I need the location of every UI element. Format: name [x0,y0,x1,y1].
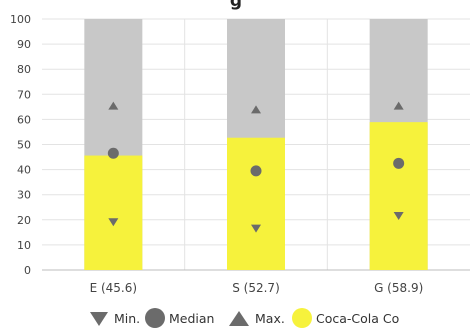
legend-min-label: Min. [114,311,140,326]
legend-max-icon [229,311,249,326]
bars [84,19,428,270]
max-marker [393,101,404,110]
category-label: S (52.7) [232,281,280,295]
y-tick-label: 90 [17,38,31,51]
legend-min-icon [90,312,108,326]
min-marker [108,218,119,227]
legend-max-label: Max. [255,311,285,326]
min-marker [251,224,261,233]
y-tick-label: 30 [17,189,31,202]
y-tick-label: 0 [24,264,31,277]
y-tick-label: 60 [17,113,31,126]
y-tick-label: 70 [17,88,31,101]
y-axis: 0 10 20 30 40 50 60 70 80 90 100 [10,13,31,277]
y-tick-label: 40 [17,164,31,177]
company-bar [369,122,428,270]
y-tick-label: 10 [17,239,31,252]
min-marker [393,212,404,221]
chart-title: g [229,0,243,11]
y-tick-label: 100 [10,13,31,26]
median-marker [250,165,262,177]
category-label: E (45.6) [90,281,137,295]
markers [107,101,405,233]
y-tick-label: 80 [17,63,31,76]
x-axis: E (45.6) S (52.7) G (58.9) [90,281,424,295]
legend-median-icon [145,308,165,328]
legend-company-label: Coca-Cola Co [316,311,399,326]
y-tick-label: 50 [17,139,31,152]
max-marker [251,105,261,114]
median-marker [393,157,405,169]
max-marker [108,101,119,110]
legend: Min. Median Max. Coca-Cola Co [90,308,399,328]
company-bar [84,155,143,270]
y-tick-label: 20 [17,214,31,227]
legend-median-label: Median [169,311,214,326]
legend-company-icon [292,308,312,328]
company-bar [227,137,285,270]
category-label: G (58.9) [374,281,423,295]
median-marker [107,147,119,159]
